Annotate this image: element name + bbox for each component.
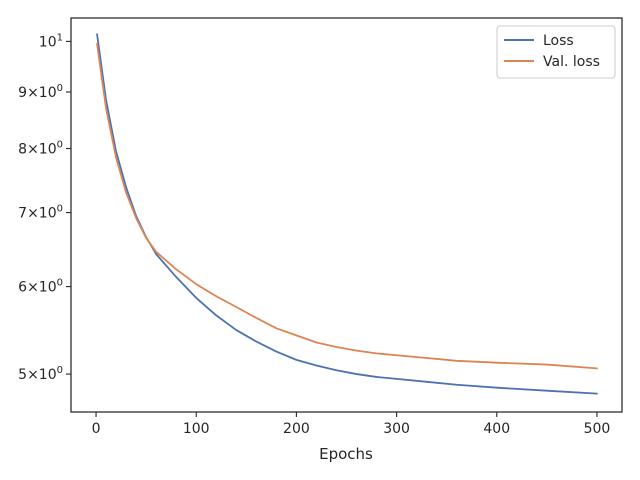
x-tick-label: 300 [383,421,410,437]
x-tick-label: 100 [183,421,210,437]
y-tick-exponent: 0 [57,204,63,215]
y-tick-base: 10 [39,142,57,158]
y-tick-base: 10 [39,206,57,222]
legend: Loss Val. loss [496,25,616,79]
y-tick-mantissa: 9× [18,85,39,101]
y-tick-mantissa: 6× [18,280,39,296]
plot-frame [70,17,623,413]
y-tick-exponent: 1 [57,32,63,43]
x-tick-label: 400 [483,421,510,437]
y-tick-exponent: 0 [57,140,63,151]
y-tick-mantissa: 5× [18,367,39,383]
series-line-loss [96,33,598,395]
y-tick-base: 10 [39,280,57,296]
y-tick-label: 9×100 [18,83,63,101]
legend-label: Val. loss [543,54,600,70]
y-tick-base: 10 [39,367,57,383]
y-tick-label: 7×100 [18,204,63,222]
x-axis: 0 100 200 300 400 500 [92,412,611,437]
y-tick-label: 5×100 [18,365,63,383]
y-tick-label: 8×100 [18,140,63,158]
x-tick-label: 200 [283,421,310,437]
x-tick-label: 500 [584,421,611,437]
series-layer [96,33,598,395]
y-tick-exponent: 0 [57,365,63,376]
x-tick-label: 0 [92,421,101,437]
plot-area [71,18,622,412]
y-tick-label: 101 [39,32,63,50]
y-tick-exponent: 0 [57,278,63,289]
y-tick-label: 6×100 [18,278,63,296]
series-line-val-loss [96,42,598,370]
x-axis-label: Epochs [319,445,373,463]
legend-label: Loss [543,33,574,49]
y-tick-mantissa: 7× [18,206,39,222]
y-tick-base: 10 [39,34,57,50]
y-tick-mantissa: 8× [18,142,39,158]
y-tick-exponent: 0 [57,83,63,94]
y-tick-base: 10 [39,85,57,101]
